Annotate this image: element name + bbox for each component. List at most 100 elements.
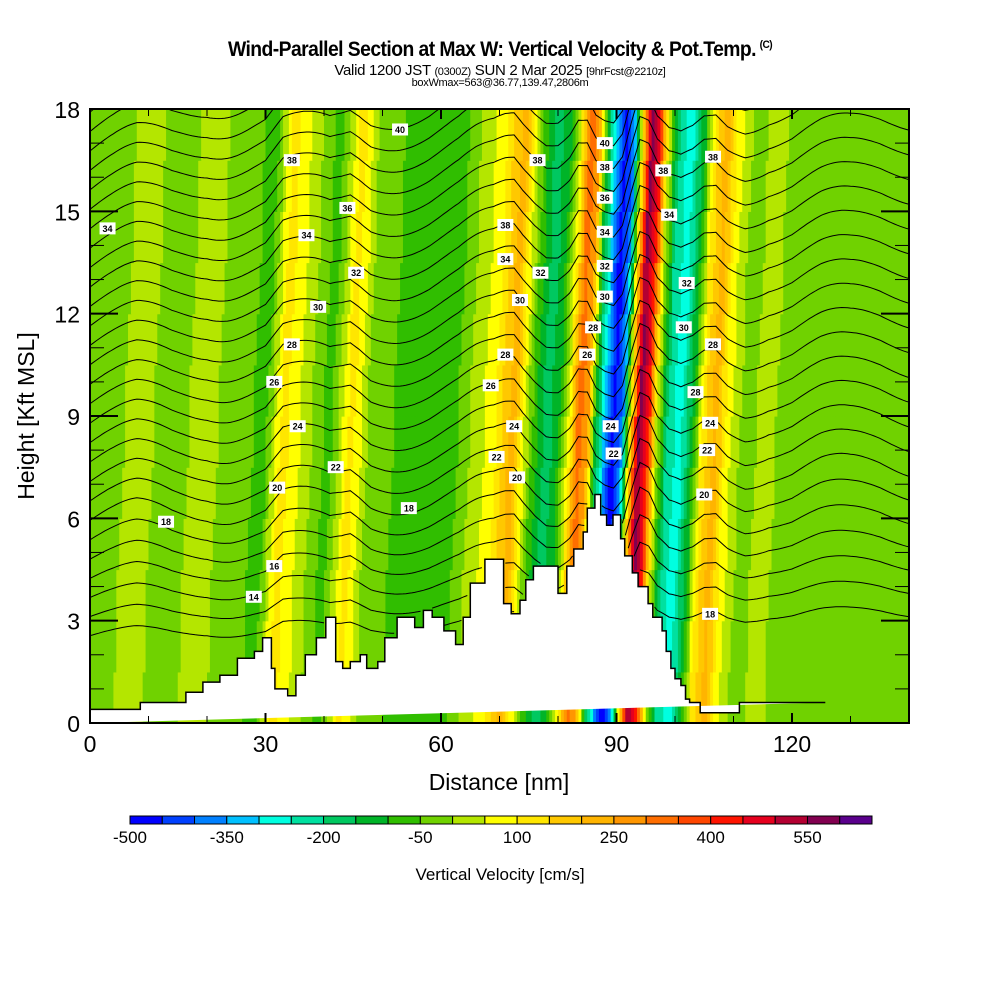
velocity-cell xyxy=(906,671,909,723)
velocity-cell xyxy=(736,160,740,212)
velocity-cell xyxy=(519,262,524,315)
velocity-cell xyxy=(654,109,659,161)
velocity-cell xyxy=(449,364,454,417)
velocity-cell xyxy=(192,518,196,571)
velocity-cell xyxy=(835,262,840,315)
velocity-cell xyxy=(306,569,310,622)
velocity-cell xyxy=(429,518,433,571)
velocity-cell xyxy=(815,416,819,468)
velocity-cell xyxy=(204,160,208,212)
velocity-cell xyxy=(324,518,328,571)
velocity-cell xyxy=(312,416,316,468)
velocity-cell xyxy=(870,569,875,622)
velocity-cell xyxy=(98,518,103,571)
velocity-cell xyxy=(157,109,161,161)
velocity-cell xyxy=(321,313,325,366)
velocity-cell xyxy=(324,313,328,366)
velocity-cell xyxy=(259,109,264,161)
contour-label-text: 22 xyxy=(702,446,712,456)
velocity-cell xyxy=(751,262,755,315)
velocity-cell xyxy=(870,620,875,673)
velocity-cell xyxy=(429,569,433,622)
velocity-cell xyxy=(704,109,708,161)
velocity-cell xyxy=(256,262,261,315)
velocity-cell xyxy=(724,262,729,315)
velocity-cell xyxy=(777,518,781,571)
velocity-cell xyxy=(166,569,170,622)
velocity-cell xyxy=(514,569,518,622)
velocity-cell xyxy=(350,160,354,212)
velocity-cell xyxy=(751,569,755,622)
velocity-cell xyxy=(563,416,568,468)
velocity-cell xyxy=(508,313,512,366)
velocity-cell xyxy=(838,313,843,366)
isentrope-line xyxy=(90,299,909,405)
velocity-cell xyxy=(835,467,840,519)
velocity-cell xyxy=(675,262,679,315)
velocity-cell xyxy=(341,620,346,673)
velocity-cell xyxy=(125,109,129,161)
velocity-cell xyxy=(832,211,837,264)
velocity-cell xyxy=(628,109,632,161)
velocity-cell xyxy=(809,262,814,315)
velocity-cell xyxy=(797,313,802,366)
velocity-cell xyxy=(894,109,898,161)
velocity-cell xyxy=(868,160,872,212)
velocity-cell xyxy=(739,313,743,366)
velocity-cell xyxy=(888,160,893,212)
velocity-cell xyxy=(882,313,887,366)
velocity-cell xyxy=(777,620,781,673)
velocity-cell xyxy=(271,364,275,417)
velocity-cell xyxy=(183,109,188,161)
velocity-cell xyxy=(850,416,855,468)
velocity-cell xyxy=(443,518,448,571)
velocity-cell xyxy=(736,313,740,366)
velocity-cell xyxy=(160,313,164,366)
velocity-cell xyxy=(209,518,214,571)
velocity-cell xyxy=(122,569,126,622)
velocity-cell xyxy=(157,313,161,366)
velocity-cell xyxy=(373,518,378,571)
velocity-cell xyxy=(856,364,860,417)
velocity-cell xyxy=(107,518,112,571)
velocity-cell xyxy=(455,364,460,417)
velocity-cell xyxy=(101,416,106,468)
velocity-cell xyxy=(870,313,875,366)
velocity-cell xyxy=(198,262,202,315)
velocity-cell xyxy=(844,569,849,622)
velocity-cell xyxy=(198,569,202,622)
velocity-cell xyxy=(724,569,729,622)
velocity-cell xyxy=(581,211,585,264)
contour-label: 28 xyxy=(705,338,722,351)
velocity-cell xyxy=(324,467,328,519)
velocity-cell xyxy=(318,262,322,315)
velocity-cell xyxy=(519,569,524,622)
velocity-cell xyxy=(560,364,565,417)
velocity-cell xyxy=(163,416,167,468)
velocity-cell xyxy=(558,313,562,366)
velocity-cell xyxy=(552,211,556,264)
velocity-cell xyxy=(356,211,360,264)
contour-label: 34 xyxy=(99,222,116,235)
velocity-cell xyxy=(865,262,869,315)
contour-label: 24 xyxy=(702,416,719,429)
velocity-cell xyxy=(853,109,857,161)
velocity-cell xyxy=(844,518,849,571)
velocity-cell xyxy=(745,109,749,161)
velocity-cell xyxy=(300,313,305,366)
velocity-cell xyxy=(543,160,547,212)
velocity-cell xyxy=(601,467,606,519)
isentrope-line xyxy=(90,109,274,152)
velocity-cell xyxy=(601,262,606,315)
velocity-cell xyxy=(853,518,857,571)
velocity-cell xyxy=(183,364,188,417)
velocity-cell xyxy=(832,313,837,366)
velocity-cell xyxy=(145,313,150,366)
velocity-cell xyxy=(894,467,898,519)
velocity-cell xyxy=(634,262,638,315)
velocity-cell xyxy=(604,109,609,161)
velocity-cell xyxy=(245,364,249,417)
velocity-cell xyxy=(830,262,834,315)
velocity-cell xyxy=(470,467,474,519)
velocity-cell xyxy=(113,262,117,315)
